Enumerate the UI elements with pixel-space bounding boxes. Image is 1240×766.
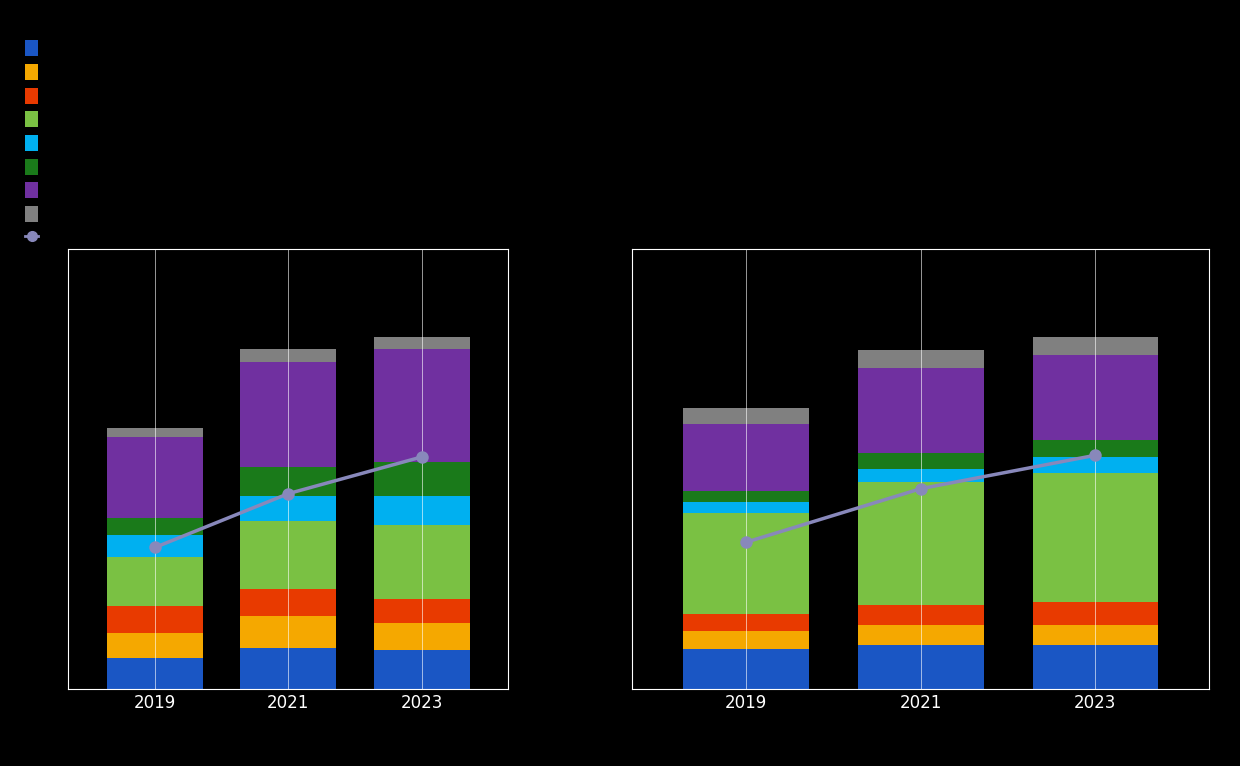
Bar — [373, 462, 470, 496]
Bar — [683, 631, 808, 650]
Bar — [107, 606, 203, 633]
Bar — [107, 427, 203, 437]
Legend: , , , , , , , , : , , , , , , , , — [22, 38, 46, 249]
Bar — [1033, 602, 1158, 625]
Bar — [858, 482, 983, 604]
Bar — [107, 518, 203, 535]
Bar — [858, 469, 983, 482]
Bar — [373, 525, 470, 599]
Bar — [858, 453, 983, 469]
Bar — [683, 614, 808, 631]
Bar — [1033, 473, 1158, 602]
Bar — [683, 424, 808, 491]
Bar — [373, 349, 470, 462]
Bar — [373, 624, 470, 650]
Bar — [373, 650, 470, 689]
Bar — [373, 337, 470, 349]
Bar — [1033, 337, 1158, 355]
Bar — [1033, 625, 1158, 645]
Bar — [858, 368, 983, 453]
Bar — [1033, 440, 1158, 457]
Bar — [1033, 645, 1158, 689]
Bar — [1033, 457, 1158, 473]
Bar — [241, 521, 336, 589]
Bar — [241, 496, 336, 521]
Bar — [241, 648, 336, 689]
Bar — [683, 408, 808, 424]
Bar — [683, 491, 808, 502]
Bar — [107, 633, 203, 657]
Bar — [241, 349, 336, 362]
Bar — [1033, 355, 1158, 440]
Bar — [683, 502, 808, 513]
Bar — [107, 535, 203, 558]
Bar — [858, 625, 983, 645]
Bar — [858, 604, 983, 625]
Bar — [683, 513, 808, 614]
Bar — [241, 616, 336, 648]
Bar — [373, 496, 470, 525]
Bar — [241, 589, 336, 616]
Bar — [373, 599, 470, 624]
Bar — [107, 437, 203, 518]
Bar — [107, 657, 203, 689]
Bar — [241, 362, 336, 466]
Bar — [683, 650, 808, 689]
Bar — [858, 645, 983, 689]
Bar — [107, 558, 203, 606]
Bar — [241, 466, 336, 496]
Bar — [858, 350, 983, 368]
